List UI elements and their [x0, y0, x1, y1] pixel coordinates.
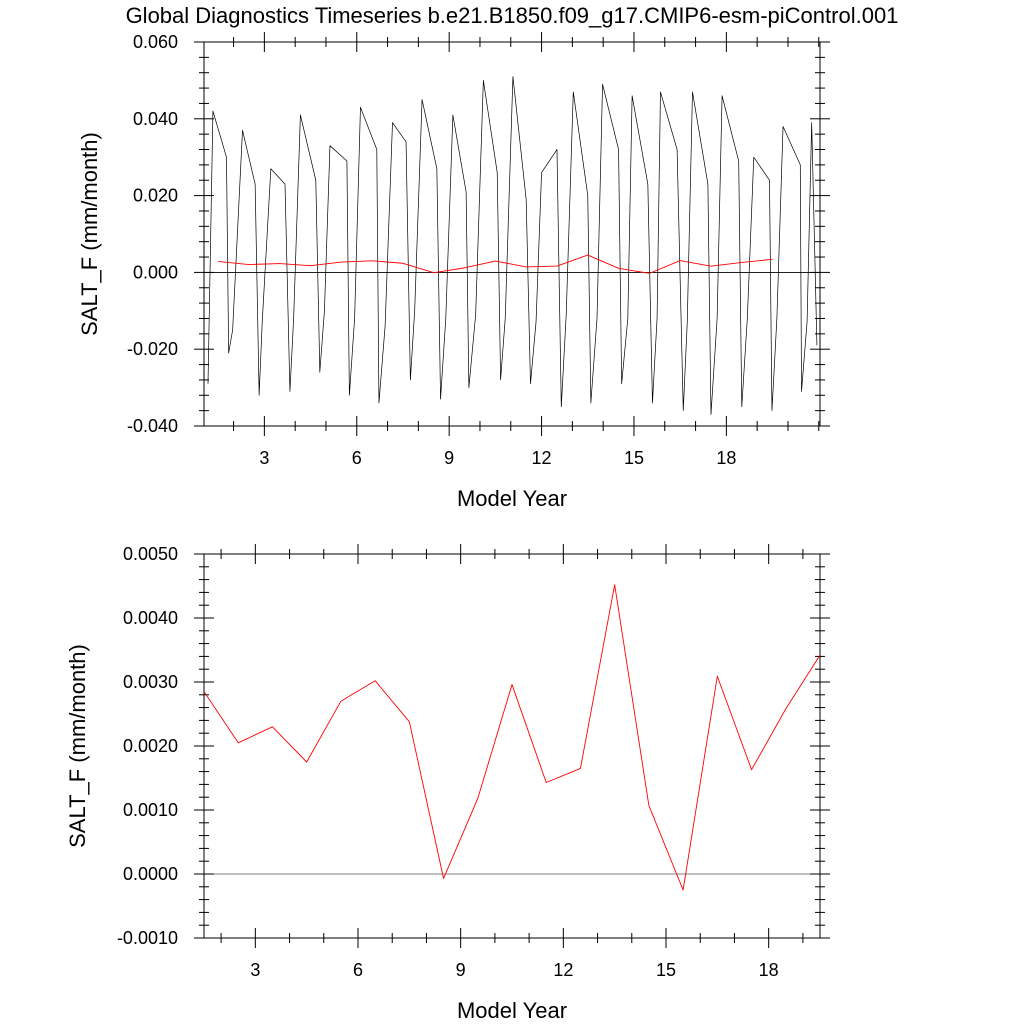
x-tick-label: 12 [553, 960, 573, 980]
x-axis-label: Model Year [457, 998, 567, 1023]
x-axis-label: Model Year [457, 486, 567, 511]
x-tick-label: 18 [759, 960, 779, 980]
y-tick-label: -0.0010 [117, 928, 178, 948]
y-tick-label: 0.0020 [123, 736, 178, 756]
y-tick-label: 0.000 [133, 262, 178, 282]
monthly-series-line [207, 76, 818, 415]
x-tick-label: 3 [259, 448, 269, 468]
x-tick-label: 9 [444, 448, 454, 468]
bottom-panel: -0.0010 0.0000 0.0010 0.0020 0.0030 0.0040 0.0… [65, 544, 830, 1023]
annual-mean-series-line [204, 584, 820, 891]
top-panel: -0.040 -0.020 0.000 0.020 0.040 0.060 3 6 9 12 15 1… [77, 32, 830, 511]
y-axis-label: SALT_F (mm/month) [65, 644, 90, 848]
y-tick-label: -0.020 [127, 339, 178, 359]
x-tick-label: 12 [532, 448, 552, 468]
y-tick-label: 0.0030 [123, 672, 178, 692]
y-tick-label: 0.040 [133, 109, 178, 129]
y-tick-label: 0.060 [133, 32, 178, 52]
x-tick-label: 15 [624, 448, 644, 468]
x-tick-label: 18 [716, 448, 736, 468]
y-tick-label: 0.0010 [123, 800, 178, 820]
annual-mean-series-line [218, 254, 773, 274]
figure-title: Global Diagnostics Timeseries b.e21.B185… [126, 3, 899, 28]
x-tick-label: 6 [353, 960, 363, 980]
x-tick-label: 6 [352, 448, 362, 468]
x-tick-label: 9 [456, 960, 466, 980]
y-tick-label: 0.0000 [123, 864, 178, 884]
y-tick-label: -0.040 [127, 416, 178, 436]
y-axis-label: SALT_F (mm/month) [77, 132, 102, 336]
y-tick-label: 0.020 [133, 186, 178, 206]
x-tick-label: 15 [656, 960, 676, 980]
x-tick-label: 3 [250, 960, 260, 980]
y-tick-label: 0.0040 [123, 608, 178, 628]
plot-frame [203, 41, 821, 427]
y-tick-label: 0.0050 [123, 544, 178, 564]
